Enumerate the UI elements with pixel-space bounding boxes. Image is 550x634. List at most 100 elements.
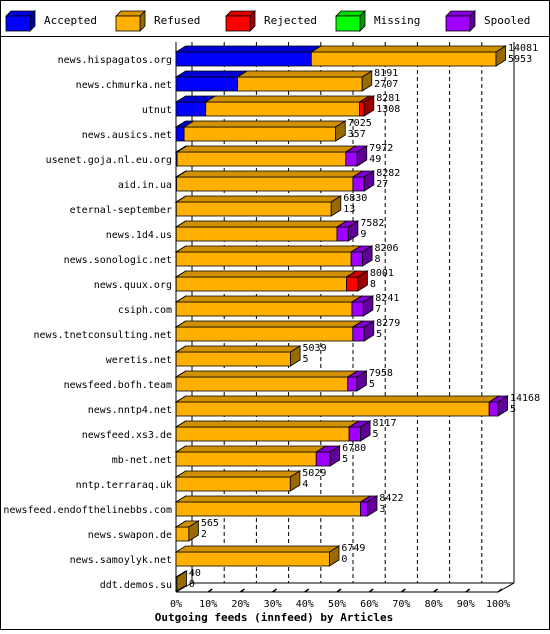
- bar-segment-spooled: [488, 401, 499, 417]
- x-tick-label: 80%: [425, 599, 443, 610]
- bar-segment-spooled: [345, 151, 358, 167]
- data-label-accepted: 5: [376, 329, 382, 340]
- bar-news-quux-org: [174, 270, 369, 292]
- data-label-accepted: 2: [201, 529, 207, 540]
- bar-csiph-com: [174, 295, 375, 317]
- category-label: newsfeed.endofthelinebbs.com: [3, 505, 172, 516]
- data-label-offered: 8279: [376, 318, 400, 329]
- bar-segment-accepted: [175, 101, 207, 117]
- data-label-offered: 8281: [376, 93, 400, 104]
- bar-weretis-net: [174, 345, 302, 367]
- legend-label: Missing: [374, 14, 420, 27]
- bar-segment-refused: [310, 51, 497, 67]
- bar-top-refused: [174, 270, 358, 278]
- x-tick-mark: [497, 588, 503, 593]
- x-tick-label: 100%: [486, 599, 510, 610]
- category-label: news.chmurka.net: [76, 80, 172, 91]
- labels: news.hispagatos.org140815953news.chmurka…: [3, 43, 540, 591]
- data-label-accepted: 5953: [508, 54, 532, 65]
- data-label-offered: 14081: [508, 43, 538, 54]
- bar-side: [497, 395, 509, 417]
- data-label-offered: 40: [189, 568, 201, 579]
- bar-segment-refused: [175, 351, 291, 367]
- legend-swatch: [335, 15, 361, 32]
- data-label-offered: 8422: [379, 493, 403, 504]
- x-tick-label: 0%: [170, 599, 182, 610]
- x-tick-mark: [239, 588, 245, 593]
- bar-aid-in-ua: [174, 170, 376, 192]
- bar-news-swapon-de: [174, 520, 200, 542]
- data-label-accepted: 3: [379, 504, 385, 515]
- bar-segment-refused: [175, 526, 190, 542]
- bar-side: [329, 445, 341, 467]
- bar-segment-spooled: [352, 176, 365, 192]
- bar-top-refused: [175, 145, 357, 153]
- data-label-offered: 8191: [374, 68, 398, 79]
- bar-segment-rejected: [346, 276, 359, 292]
- data-label-accepted: 49: [369, 154, 381, 165]
- bar-top-refused: [204, 95, 371, 103]
- bar-top-refused: [174, 545, 341, 553]
- data-label-offered: 5029: [302, 468, 326, 479]
- bar-newsfeed-xs3-de: [174, 420, 372, 442]
- data-label-accepted: 7: [375, 304, 381, 315]
- bar-top-refused: [174, 370, 359, 378]
- x-tick-label: 40%: [296, 599, 314, 610]
- bar-top-refused: [309, 45, 508, 53]
- category-label: news.tnetconsulting.net: [34, 330, 172, 341]
- category-label: news.1d4.us: [106, 230, 172, 241]
- bar-segment-spooled: [348, 426, 361, 442]
- bar-top-refused: [174, 445, 328, 453]
- data-label-offered: 6830: [343, 193, 367, 204]
- data-label-offered: 8206: [375, 243, 399, 254]
- bar-segment-refused: [175, 476, 291, 492]
- category-label: aid.in.ua: [118, 180, 172, 191]
- bar-side: [363, 320, 375, 342]
- legend-item-missing: Missing: [335, 10, 420, 32]
- bar-top-refused: [236, 70, 374, 78]
- data-label-accepted: 5: [303, 354, 309, 365]
- bar-side: [360, 420, 371, 442]
- bar-top-accepted: [174, 45, 323, 53]
- bar-newsfeed-endofthelinebbs-com: [174, 495, 379, 517]
- x-tick-mark: [368, 588, 374, 593]
- bar-news-1d4-us: [174, 220, 360, 242]
- bar-segment-refused: [175, 326, 354, 342]
- data-label-accepted: 0: [189, 579, 195, 590]
- bar-side: [367, 495, 378, 517]
- bar-segment-accepted: [175, 126, 185, 142]
- bar-segment-refused: [175, 226, 338, 242]
- bar-top-refused: [182, 120, 347, 128]
- category-label: eternal-september: [70, 205, 172, 216]
- bar-top-refused: [174, 245, 363, 253]
- category-label: news.swapon.de: [88, 530, 172, 541]
- bar-segment-spooled: [352, 326, 365, 342]
- bar-newsfeed-bofh-team: [174, 370, 368, 392]
- bar-side: [289, 470, 301, 492]
- bar-side: [363, 95, 375, 117]
- bar-segment-refused: [175, 501, 361, 517]
- data-label-accepted: 5: [510, 404, 516, 415]
- category-label: newsfeed.bofh.team: [64, 380, 172, 391]
- bar-segment-refused: [175, 451, 317, 467]
- bar-top-refused: [174, 470, 302, 478]
- bar-mb-net-net: [174, 445, 342, 467]
- bar-side: [330, 195, 342, 217]
- x-tick-mark: [433, 588, 439, 593]
- legend-item-accepted: Accepted: [5, 10, 97, 32]
- data-label-accepted: 13: [343, 204, 355, 215]
- data-label-offered: 6780: [342, 443, 366, 454]
- category-label: news.quux.org: [94, 280, 172, 291]
- bar-top-refused: [174, 220, 348, 228]
- bar-news-sonologic-net: [174, 245, 374, 267]
- bar-news-hispagatos-org: [174, 45, 508, 67]
- bar-utnut: [174, 95, 376, 117]
- data-label-accepted: 5: [369, 379, 375, 390]
- x-tick-label: 10%: [199, 599, 217, 610]
- x-tick-mark: [400, 588, 406, 593]
- data-label-accepted: 5: [372, 429, 378, 440]
- bar-news-samoylyk-net: [174, 545, 341, 567]
- bar-segment-refused: [175, 376, 349, 392]
- bar-side: [290, 345, 301, 367]
